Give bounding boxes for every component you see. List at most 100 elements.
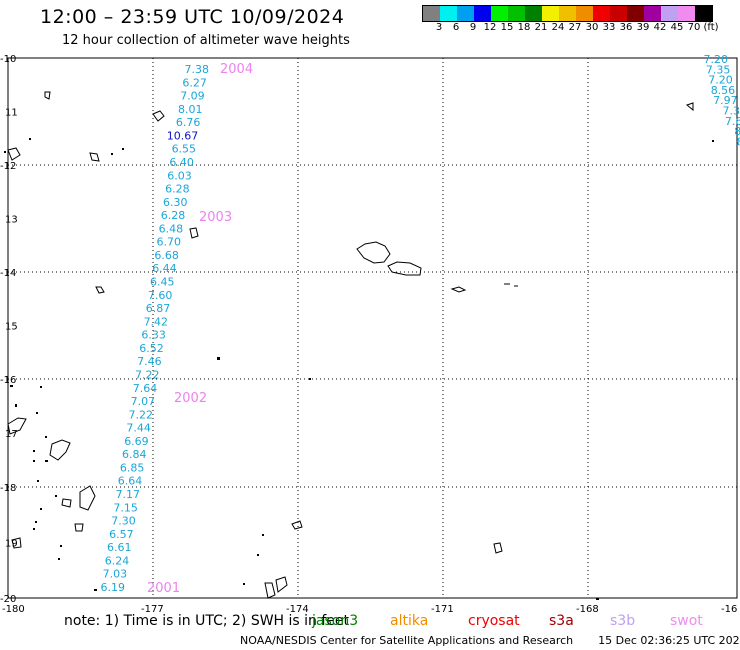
wave-height-value: 6.03 xyxy=(167,169,192,182)
map-title: 12:00 – 23:59 UTC 10/09/2024 xyxy=(40,6,345,28)
island-tutuila xyxy=(450,286,467,293)
wave-height-value: 8.56 xyxy=(711,84,736,97)
colorbar-label: 36 xyxy=(619,22,633,33)
colorbar-swatch xyxy=(423,6,440,21)
wave-height-value: 7.38 xyxy=(185,63,210,76)
wave-height-value: 6.84 xyxy=(122,448,147,461)
year-label: 2003 xyxy=(199,210,232,225)
wave-height-value: 6.48 xyxy=(159,222,184,235)
year-labels: 2004 2003 2002 2001 xyxy=(147,62,253,596)
wave-height-value: 6.76 xyxy=(176,116,201,129)
wave-height-value: 6.24 xyxy=(105,554,130,567)
wave-height-value: 7.30 xyxy=(111,515,136,528)
y-tick-label: -14 xyxy=(0,268,16,279)
x-axis-ticks: -180 -177 -174 -171 -168 -16 xyxy=(2,604,737,615)
island-fiji-3 xyxy=(79,485,96,511)
satellite-legend-item: swot xyxy=(670,613,703,629)
island-savaii xyxy=(356,241,391,264)
island-tonga-3 xyxy=(264,582,276,599)
wave-height-value: 7.03 xyxy=(103,568,128,581)
island-fiji-6 xyxy=(74,523,84,532)
y-tick-label: -16 xyxy=(0,375,16,386)
map-grid xyxy=(7,57,738,599)
colorbar-swatch xyxy=(695,6,712,21)
colorbar-swatch xyxy=(542,6,559,21)
wave-height-value: 7.3 xyxy=(723,105,740,118)
wave-height-value: 7.20 xyxy=(704,53,729,66)
wave-height-value: 6.55 xyxy=(172,143,197,156)
wave-height-value: 6.40 xyxy=(169,156,194,169)
map-frame xyxy=(7,57,738,599)
island-upolu xyxy=(387,261,422,276)
colorbar-label: 9 xyxy=(469,22,477,33)
wave-height-value: 7.46 xyxy=(137,355,162,368)
island-b xyxy=(44,91,51,100)
wave-height-value: 7.44 xyxy=(126,422,151,435)
island-wallis xyxy=(95,286,105,294)
altimeter-track-west: 7.386.277.098.016.7610.676.556.406.036.2… xyxy=(101,63,210,594)
y-minor-tick-label: 13 xyxy=(5,215,18,226)
wave-height-colorbar xyxy=(422,5,713,22)
footer-credit: NOAA/NESDIS Center for Satellite Applica… xyxy=(240,634,740,647)
y-tick-label: -20 xyxy=(0,594,16,605)
colorbar-label: 70 xyxy=(687,22,701,33)
colorbar-swatch xyxy=(474,6,491,21)
island-futuna xyxy=(189,227,199,239)
island-fiji-4 xyxy=(61,498,72,508)
wave-height-value: 6.19 xyxy=(101,581,126,594)
colorbar-label: 12 xyxy=(483,22,497,33)
note-text: note: 1) Time is in UTC; 2) SWH is in fe… xyxy=(64,613,350,629)
island-d xyxy=(89,152,100,162)
small-islets xyxy=(4,138,714,600)
wave-height-value: 8.01 xyxy=(178,103,203,116)
wave-height-value: 6.28 xyxy=(165,183,190,196)
colorbar-label: 45 xyxy=(670,22,684,33)
map-subtitle: 12 hour collection of altimeter wave hei… xyxy=(62,33,350,48)
x-tick-label: -16 xyxy=(721,604,737,615)
island-fiji-5 xyxy=(11,537,22,549)
island-east xyxy=(685,102,694,112)
timestamp: 15 Dec 02:36:25 UTC 2024 xyxy=(598,634,740,647)
wave-height-value: 6.33 xyxy=(141,329,166,342)
wave-height-value: 6.70 xyxy=(157,236,182,249)
colorbar-label: 42 xyxy=(653,22,667,33)
wave-height-value: 6.28 xyxy=(161,209,186,222)
colorbar-label: 39 xyxy=(636,22,650,33)
wave-height-value: 7.20 xyxy=(708,74,733,87)
wave-height-value: 7.97 xyxy=(713,94,738,107)
colorbar-swatch xyxy=(610,6,627,21)
colorbar-swatch xyxy=(576,6,593,21)
wave-height-value: 7.09 xyxy=(180,90,205,103)
wave-height-value: 6.57 xyxy=(109,528,134,541)
altimeter-track-east: 7.207.357.208.567.977.37.68.8.8 xyxy=(704,53,740,148)
x-tick-label: -177 xyxy=(141,604,164,615)
x-tick-label: -171 xyxy=(431,604,454,615)
y-minor-tick-label: 19 xyxy=(5,539,18,550)
land-outlines xyxy=(4,91,714,600)
island-tonga-2 xyxy=(493,542,503,554)
colorbar-swatch xyxy=(627,6,644,21)
island-fiji-1 xyxy=(7,417,27,435)
wave-height-value: 6.87 xyxy=(146,302,171,315)
colorbar-label: 3 xyxy=(435,22,443,33)
wave-height-value: 7.60 xyxy=(148,289,173,302)
wave-height-value: 7.07 xyxy=(131,395,156,408)
wave-height-value: 7.6 xyxy=(725,115,740,128)
wave-height-value: 6.45 xyxy=(150,276,175,289)
colorbar-label: 27 xyxy=(568,22,582,33)
wave-height-value: 6.61 xyxy=(107,541,132,554)
satellite-legend-item: jason3 xyxy=(312,613,359,629)
wave-height-value: 6.85 xyxy=(120,461,145,474)
satellite-legend-item: altika xyxy=(390,613,429,629)
wave-height-value: 6.44 xyxy=(152,262,177,275)
island-tonga-1 xyxy=(291,520,303,530)
colorbar-label: 30 xyxy=(585,22,599,33)
wave-height-value: 7.17 xyxy=(116,488,141,501)
colorbar-swatch xyxy=(457,6,474,21)
colorbar-swatch xyxy=(525,6,542,21)
colorbar-label: 21 xyxy=(534,22,548,33)
y-minor-tick-label: 11 xyxy=(5,108,18,119)
wave-height-value: 7.15 xyxy=(113,501,138,514)
colorbar-label: 18 xyxy=(517,22,531,33)
